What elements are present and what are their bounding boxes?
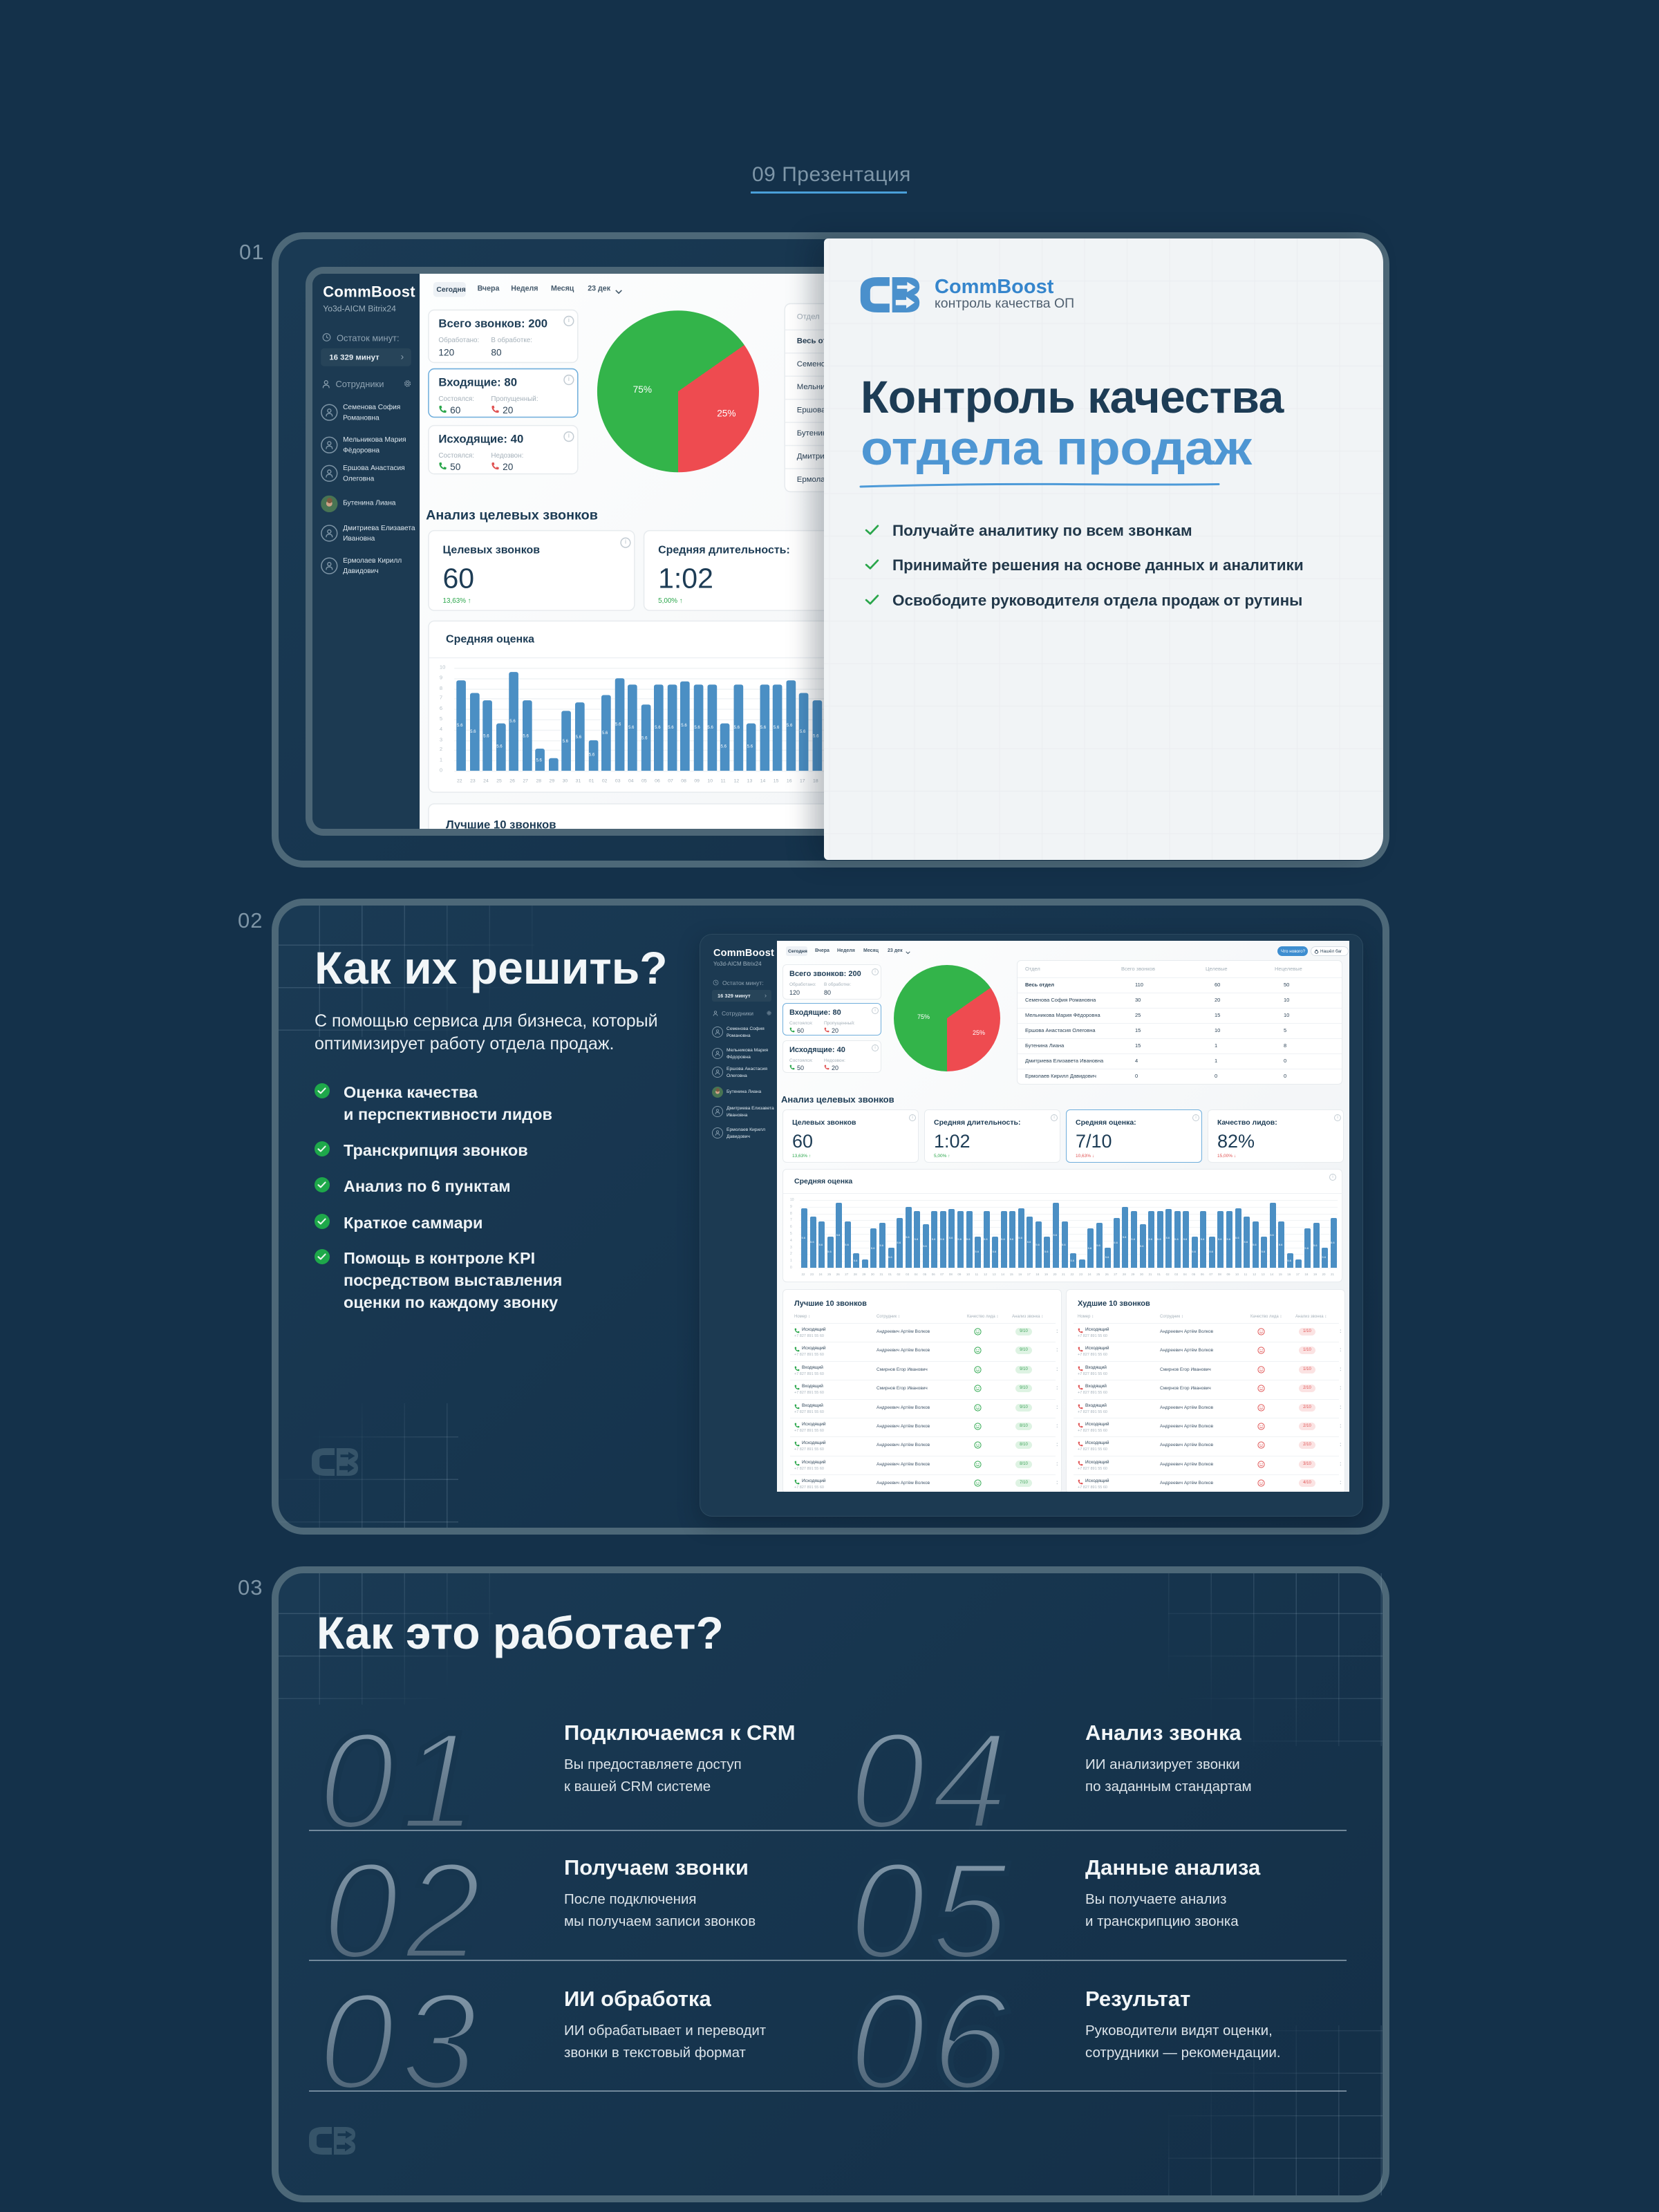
svg-text:03: 03 xyxy=(318,1978,482,2103)
svg-text:06: 06 xyxy=(849,1978,1013,2103)
svg-text:02: 02 xyxy=(322,1848,487,1972)
svg-text:01: 01 xyxy=(318,1718,482,1842)
svg-text:05: 05 xyxy=(849,1848,1013,1972)
svg-text:04: 04 xyxy=(849,1718,1013,1842)
